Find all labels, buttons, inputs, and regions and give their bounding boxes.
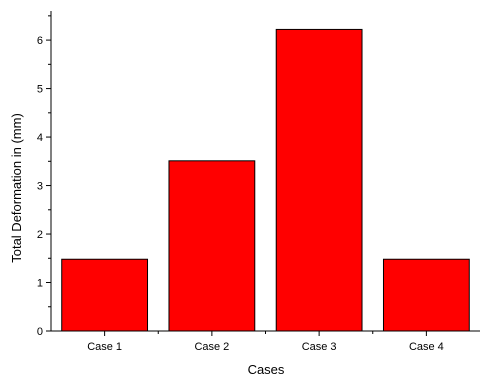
x-tick-label-1: Case 1: [87, 341, 122, 353]
y-axis-title: Total Deformation in (mm): [9, 113, 24, 263]
bar-3: [275, 28, 363, 332]
y-tick-label-1: 1: [37, 278, 43, 290]
y-tick-label-6: 6: [37, 35, 43, 47]
y-tick-label-2: 2: [37, 229, 43, 241]
y-tick-label-3: 3: [37, 181, 43, 193]
y-tick-label-4: 4: [37, 132, 43, 144]
y-tick-label-5: 5: [37, 84, 43, 96]
x-tick-label-4: Case 4: [409, 341, 444, 353]
x-axis-title: Cases: [248, 362, 285, 377]
x-tick-label-2: Case 2: [194, 341, 229, 353]
bar-4: [382, 258, 470, 332]
x-tick-label-3: Case 3: [302, 341, 337, 353]
y-tick-label-0: 0: [37, 326, 43, 338]
bar-1: [61, 258, 149, 332]
plot-area: 0 1 2 3 4 5 6 Case 1 Case 2 Case 3 Case 4: [37, 11, 480, 353]
bar-2: [168, 160, 256, 332]
